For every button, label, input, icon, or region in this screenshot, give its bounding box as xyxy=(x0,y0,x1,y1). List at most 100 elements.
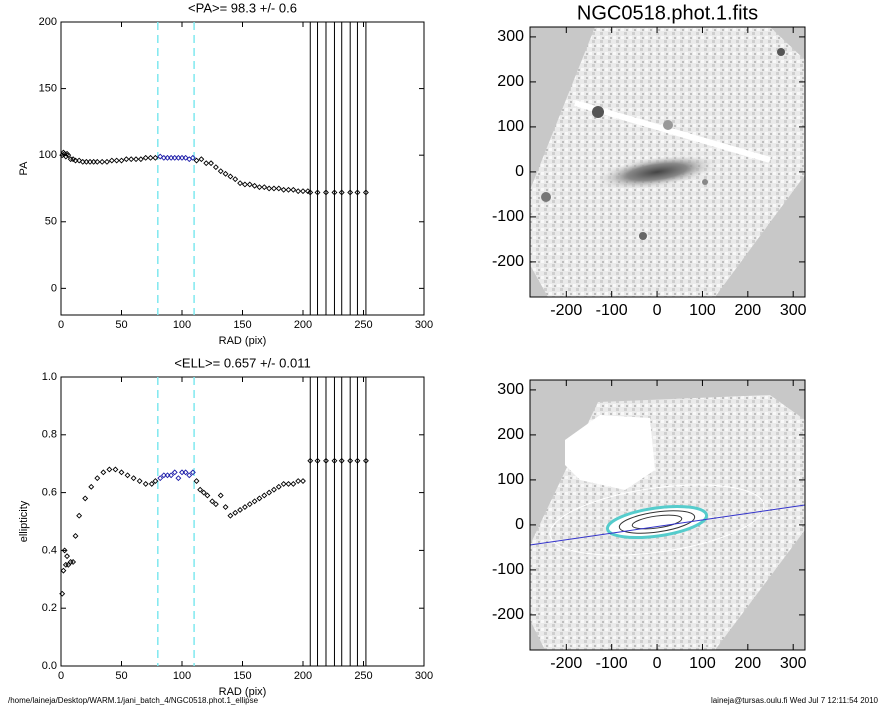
data-point xyxy=(186,472,193,479)
data-point xyxy=(285,186,292,193)
data-point xyxy=(160,472,167,479)
data-point xyxy=(266,489,273,496)
x-tick-label: 250 xyxy=(354,319,372,331)
data-point xyxy=(256,495,263,502)
y-tick-label: 100 xyxy=(497,471,524,488)
data-point xyxy=(59,590,66,597)
data-point xyxy=(72,533,79,539)
residual-image xyxy=(530,380,805,650)
data-point xyxy=(164,154,171,161)
x-tick-label: 50 xyxy=(115,319,127,331)
data-point xyxy=(60,567,67,574)
data-point xyxy=(61,547,68,554)
data-point xyxy=(212,164,219,171)
data-point xyxy=(137,156,144,163)
data-point xyxy=(160,154,167,161)
data-point xyxy=(193,157,200,164)
data-point xyxy=(347,189,354,196)
x-tick-label: 200 xyxy=(294,670,312,682)
data-point xyxy=(314,189,321,196)
data-point xyxy=(152,154,159,161)
panel-title: NGC0518.phot.1.fits xyxy=(577,2,758,24)
data-point xyxy=(280,186,287,193)
x-axis-label: RAD (pix) xyxy=(219,335,267,347)
data-point xyxy=(338,189,345,196)
data-point xyxy=(171,154,178,161)
data-point xyxy=(347,457,354,464)
data-point xyxy=(83,158,90,165)
data-point xyxy=(70,156,77,163)
data-point xyxy=(237,180,244,187)
data-point xyxy=(76,512,83,519)
data-point xyxy=(354,457,361,464)
data-point xyxy=(290,480,297,487)
data-point xyxy=(193,478,200,484)
y-axis-label: ellipticity xyxy=(18,500,30,542)
data-point xyxy=(338,457,345,464)
data-point xyxy=(362,189,369,196)
y-axis-label: PA xyxy=(18,161,30,176)
data-point xyxy=(179,154,185,161)
y-tick-label: 0 xyxy=(515,516,524,533)
data-point xyxy=(90,158,97,165)
data-point xyxy=(232,509,239,516)
y-tick-label: 200 xyxy=(497,426,524,443)
x-tick-label: 250 xyxy=(354,670,372,682)
data-point xyxy=(106,466,113,473)
data-point xyxy=(118,469,125,476)
data-point xyxy=(198,156,205,163)
data-point xyxy=(136,478,143,484)
data-point xyxy=(290,186,297,193)
x-tick-label: 300 xyxy=(415,319,433,331)
data-point xyxy=(251,498,258,505)
data-point xyxy=(179,469,185,476)
footer-path: /home/laineja/Desktop/WARM.1/jani_batch_… xyxy=(8,696,259,705)
data-point xyxy=(104,158,110,165)
plot-frame xyxy=(529,26,806,298)
data-point xyxy=(271,185,277,192)
data-point xyxy=(142,480,149,487)
data-point xyxy=(112,466,119,473)
data-point xyxy=(354,189,361,196)
data-point xyxy=(300,188,306,195)
data-point xyxy=(275,185,282,192)
x-tick-label: 0 xyxy=(58,319,64,331)
x-tick-label: 100 xyxy=(689,302,716,319)
data-point xyxy=(222,170,229,177)
y-tick-label: -100 xyxy=(492,561,524,578)
y-tick-label: 200 xyxy=(497,73,524,90)
data-point xyxy=(197,486,204,493)
data-point xyxy=(222,504,229,510)
data-point xyxy=(79,158,86,165)
data-point xyxy=(295,188,302,195)
footer-stamp: laineja@tursas.oulu.fi Wed Jul 7 12:11:5… xyxy=(711,696,879,705)
data-point xyxy=(300,478,306,484)
data-point xyxy=(175,475,182,482)
x-tick-label: 50 xyxy=(115,670,127,682)
data-point xyxy=(227,173,234,180)
x-tick-label: 0 xyxy=(653,302,662,319)
data-point xyxy=(168,472,175,479)
y-tick-label: 1.0 xyxy=(42,371,57,383)
data-point xyxy=(323,457,329,464)
x-tick-label: 200 xyxy=(294,319,312,331)
data-point xyxy=(64,553,70,560)
y-tick-label: 300 xyxy=(497,28,524,45)
x-axis-label: RAD (pix) xyxy=(219,686,267,698)
data-point xyxy=(246,501,253,508)
data-point xyxy=(94,475,101,482)
x-tick-label: -100 xyxy=(596,655,628,672)
data-point xyxy=(217,168,224,175)
data-point xyxy=(147,154,154,161)
data-point xyxy=(204,492,211,499)
data-point xyxy=(124,472,131,479)
data-point xyxy=(203,160,210,167)
x-tick-label: -200 xyxy=(550,302,582,319)
data-point xyxy=(142,154,149,161)
y-tick-label: -200 xyxy=(492,606,524,623)
y-tick-label: 0.8 xyxy=(42,429,57,441)
data-point xyxy=(251,182,258,189)
data-point xyxy=(82,495,89,502)
data-point xyxy=(217,492,224,499)
data-point xyxy=(209,498,216,505)
